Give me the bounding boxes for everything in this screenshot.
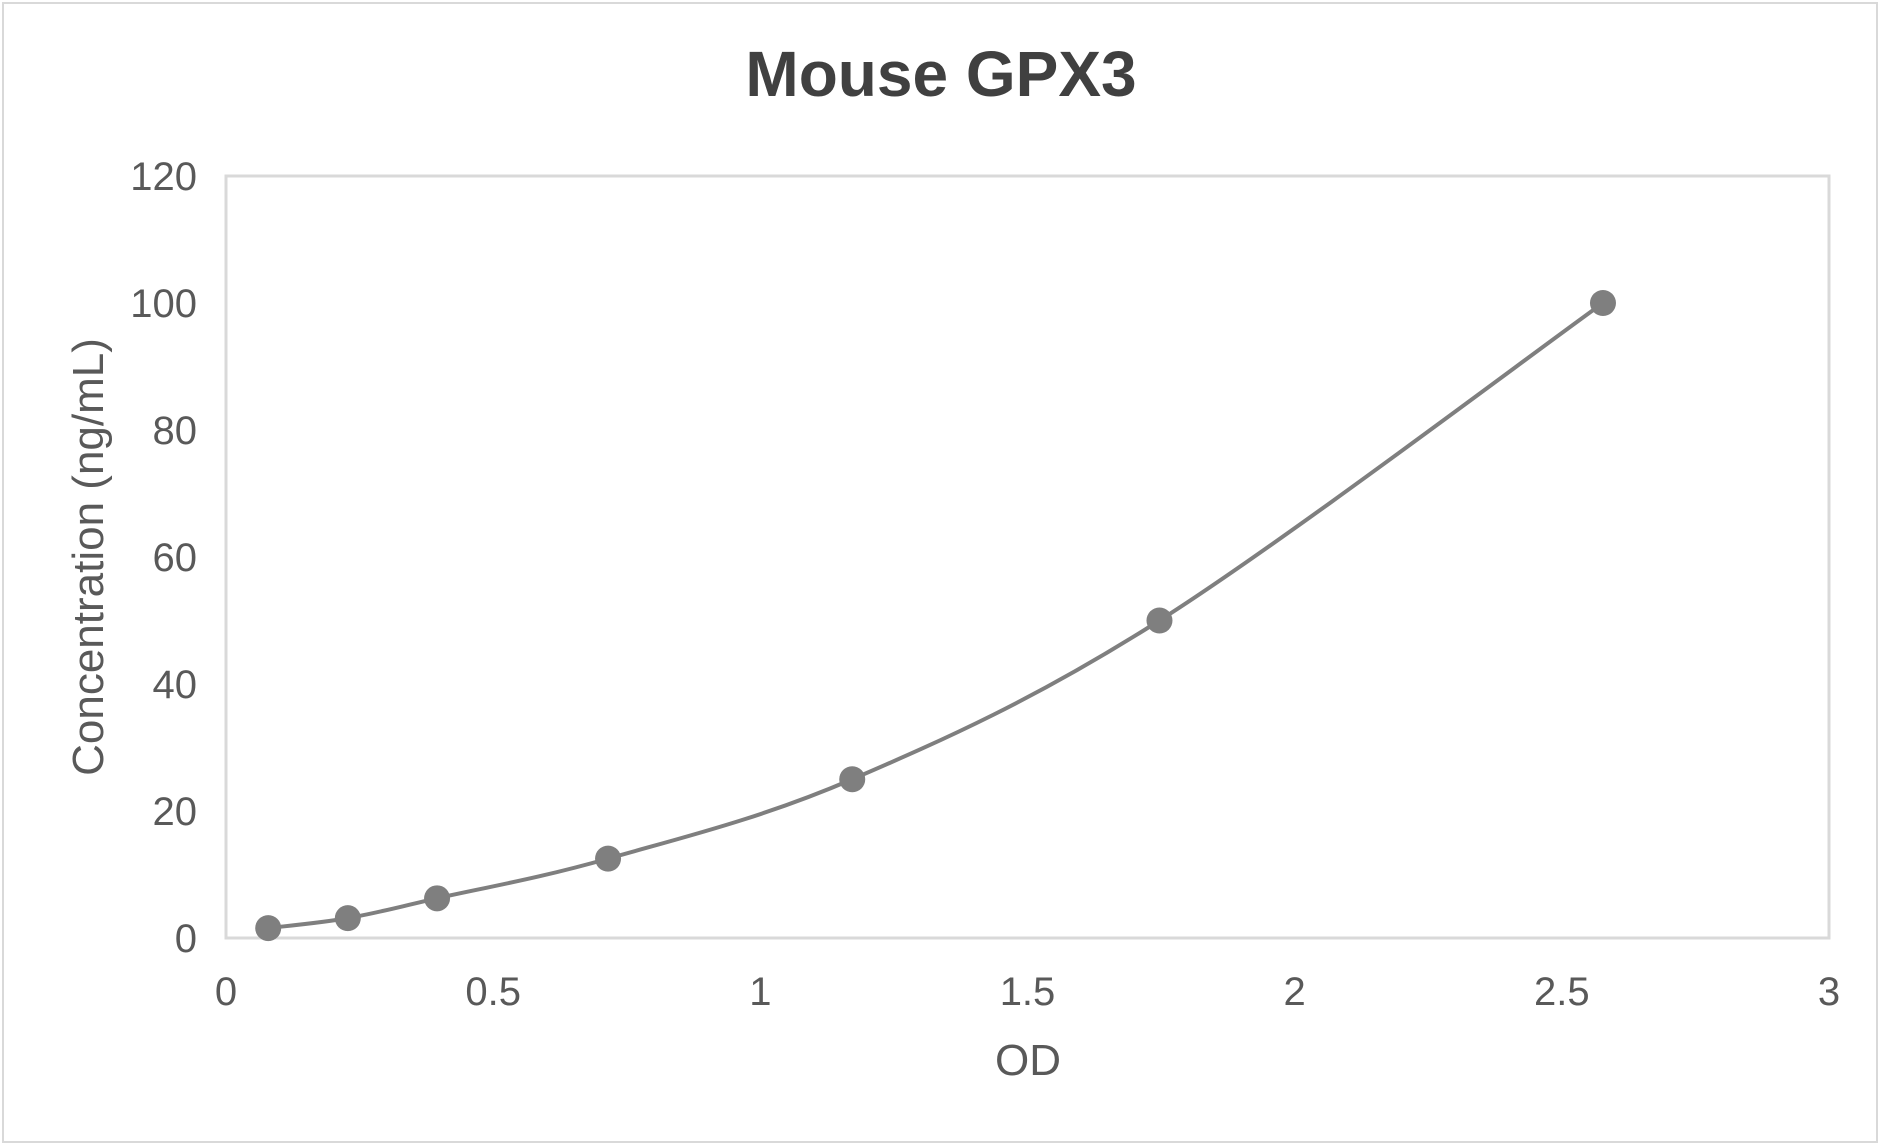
data-point — [255, 915, 282, 942]
y-tick-label: 100 — [130, 282, 197, 326]
y-tick-label: 20 — [153, 790, 198, 834]
x-tick-label: 1.5 — [1000, 970, 1056, 1014]
data-point — [1146, 607, 1173, 634]
y-axis-title: Concentration (ng/mL) — [64, 338, 113, 776]
y-axis-ticks: 0 20 40 60 80 100 120 — [130, 155, 197, 961]
x-tick-label: 2 — [1284, 970, 1306, 1014]
plot-area — [224, 174, 1831, 940]
data-point — [1589, 290, 1616, 316]
data-point — [595, 845, 622, 872]
y-tick-label: 40 — [153, 663, 198, 707]
x-axis-ticks: 0 0.5 1 1.5 2 2.5 3 — [215, 970, 1840, 1014]
y-tick-label: 120 — [130, 155, 197, 199]
x-tick-label: 2.5 — [1534, 970, 1590, 1014]
trend-line — [267, 301, 1605, 931]
data-points — [255, 290, 1616, 942]
x-tick-label: 0 — [215, 970, 237, 1014]
x-tick-label: 0.5 — [465, 970, 521, 1014]
x-axis-title: OD — [995, 1036, 1061, 1085]
x-tick-label: 3 — [1818, 970, 1840, 1014]
y-tick-label: 0 — [175, 917, 197, 961]
y-tick-label: 60 — [153, 536, 198, 580]
chart-title: Mouse GPX3 — [745, 38, 1136, 110]
data-point — [839, 766, 866, 793]
data-point — [334, 905, 361, 932]
data-point — [424, 885, 451, 912]
x-tick-label: 1 — [749, 970, 771, 1014]
y-tick-label: 80 — [153, 409, 198, 453]
